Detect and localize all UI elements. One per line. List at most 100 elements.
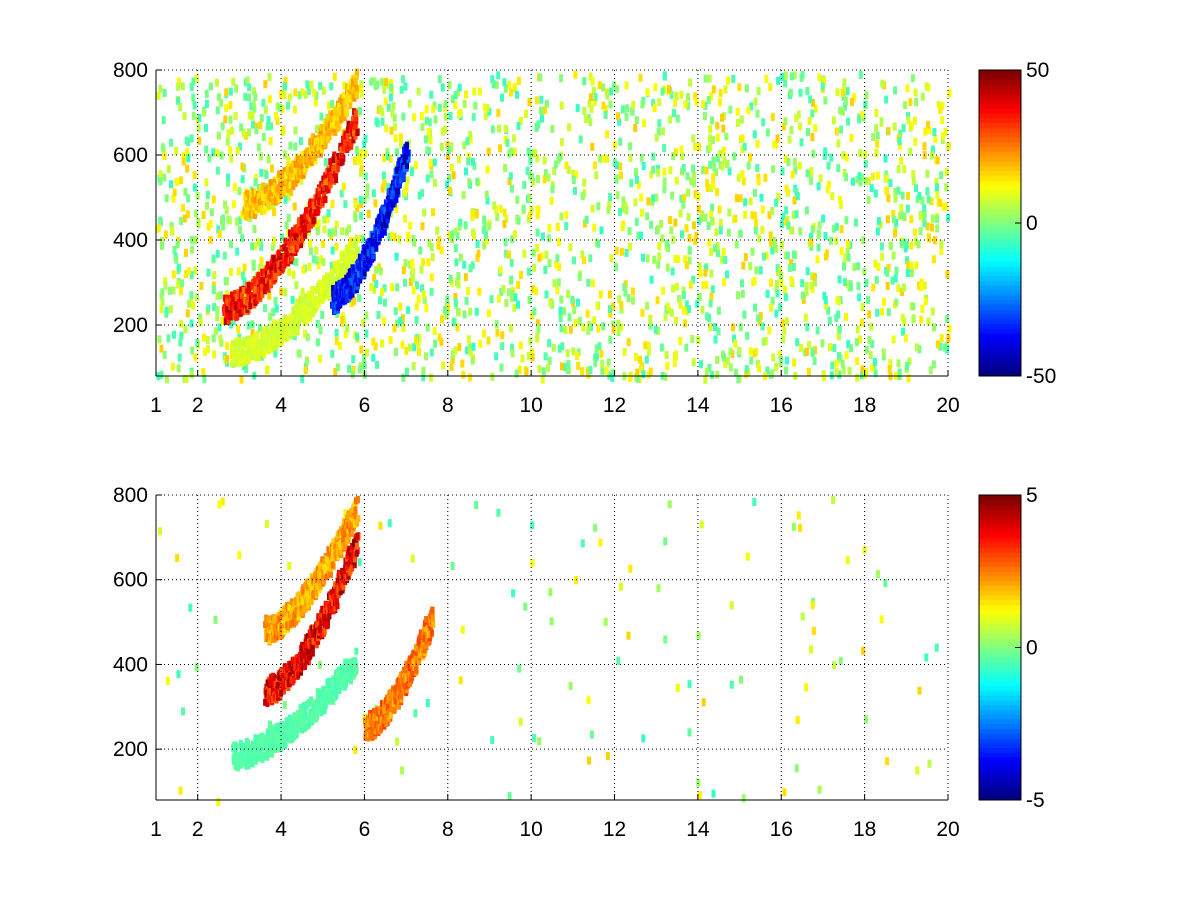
heatmap-cell	[341, 144, 346, 152]
heatmap-cell	[518, 717, 523, 726]
heatmap-cell	[842, 169, 847, 177]
heatmap-cell	[238, 226, 242, 234]
heatmap-cell	[616, 319, 621, 328]
colorbar-band	[979, 122, 1021, 128]
heatmap-cell	[371, 353, 376, 362]
heatmap-cell	[883, 579, 888, 588]
heatmap-cell	[492, 201, 497, 210]
heatmap-cell	[668, 115, 673, 124]
colorbar-band	[979, 332, 1021, 339]
heatmap-cell	[353, 132, 358, 140]
heatmap-cell	[557, 344, 562, 353]
heatmap-cell	[711, 156, 716, 165]
heatmap-cell	[466, 152, 471, 161]
heatmap-cell	[564, 161, 569, 170]
heatmap-cell	[464, 167, 468, 176]
heatmap-cell	[654, 133, 659, 142]
heatmap-cell	[288, 235, 293, 243]
heatmap-cell	[696, 204, 701, 213]
heatmap-cell	[458, 253, 463, 262]
heatmap-cell	[275, 186, 280, 194]
heatmap-cell	[305, 356, 309, 365]
heatmap-cell	[709, 292, 714, 301]
heatmap-cell	[885, 281, 890, 290]
heatmap-cell	[267, 291, 272, 300]
heatmap-cell	[715, 370, 720, 379]
heatmap-cell	[920, 92, 925, 101]
heatmap-cell	[665, 263, 670, 272]
heatmap-cell	[928, 366, 933, 375]
heatmap-cell	[639, 193, 644, 202]
heatmap-cell	[457, 222, 462, 231]
heatmap-cell	[310, 144, 315, 152]
heatmap-cell	[931, 145, 935, 154]
heatmap-cell	[243, 131, 248, 140]
heatmap-cell	[610, 373, 615, 382]
heatmap-cell	[432, 178, 437, 187]
heatmap-cell	[219, 338, 224, 347]
heatmap-cell	[206, 345, 210, 354]
heatmap-cell	[475, 177, 480, 186]
heatmap-cell	[220, 122, 225, 131]
heatmap-cell	[340, 227, 345, 236]
heatmap-cell	[418, 246, 423, 255]
heatmap-cell	[917, 345, 922, 354]
heatmap-cell	[905, 269, 910, 278]
heatmap-cell	[882, 298, 886, 306]
heatmap-cell	[711, 85, 716, 94]
heatmap-cell	[473, 101, 478, 110]
heatmap-cell	[710, 116, 715, 125]
heatmap-cell	[641, 370, 646, 379]
heatmap-cell	[394, 252, 399, 261]
heatmap-cell	[402, 158, 407, 166]
heatmap-cell	[303, 304, 308, 312]
heatmap-cell	[364, 329, 369, 338]
heatmap-cell	[362, 361, 367, 370]
heatmap-cell	[313, 571, 318, 579]
heatmap-cell	[673, 254, 678, 263]
heatmap-cell	[451, 171, 456, 180]
heatmap-cell	[729, 680, 734, 689]
heatmap-cell	[194, 293, 199, 302]
colorbar-band	[979, 146, 1021, 152]
heatmap-cell	[462, 100, 467, 108]
heatmap-cell	[858, 149, 863, 158]
heatmap-cell	[899, 156, 904, 165]
heatmap-cell	[544, 290, 549, 299]
heatmap-cell	[874, 109, 879, 117]
heatmap-cell	[648, 367, 653, 376]
heatmap-cell	[291, 270, 296, 279]
heatmap-cell	[834, 368, 839, 377]
y-tick-label: 600	[113, 144, 148, 167]
heatmap-cell	[250, 196, 255, 204]
heatmap-cell	[391, 102, 396, 111]
heatmap-cell	[792, 522, 796, 531]
heatmap-cell	[580, 192, 585, 201]
heatmap-cell	[550, 185, 555, 194]
heatmap-cell	[945, 314, 950, 323]
heatmap-cell	[717, 205, 722, 214]
heatmap-cell	[366, 249, 371, 257]
heatmap-cell	[413, 709, 418, 718]
heatmap-cell	[592, 161, 597, 170]
heatmap-cell	[844, 351, 849, 360]
heatmap-cell	[226, 294, 231, 302]
heatmap-cell	[450, 355, 455, 364]
heatmap-cell	[326, 135, 330, 143]
heatmap-cell	[791, 263, 796, 271]
heatmap-cell	[831, 224, 836, 233]
heatmap-cell	[429, 243, 434, 252]
heatmap-cell	[736, 375, 741, 384]
heatmap-cell	[272, 178, 277, 186]
heatmap-cell	[559, 101, 564, 110]
heatmap-cell	[754, 266, 759, 275]
heatmap-cell	[734, 194, 739, 203]
heatmap-cell	[158, 177, 163, 186]
heatmap-cell	[421, 373, 426, 382]
heatmap-cell	[245, 76, 250, 85]
heatmap-cell	[193, 236, 198, 245]
heatmap-cell	[502, 220, 507, 229]
heatmap-cell	[708, 143, 713, 152]
heatmap-cell	[346, 120, 351, 128]
